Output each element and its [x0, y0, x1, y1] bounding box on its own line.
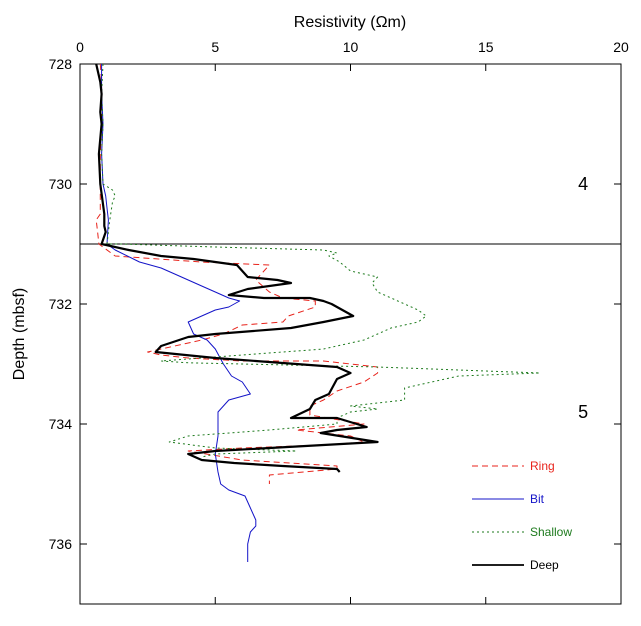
- legend-label-shallow: Shallow: [530, 525, 572, 539]
- y-tick-label: 728: [49, 56, 73, 72]
- series-lines: [95, 63, 541, 562]
- series-line-deep: [95, 63, 379, 473]
- x-axis-ticks: 0 5 10 15 20: [76, 39, 629, 604]
- unit-label: 4: [578, 174, 588, 194]
- series-line-bit: [101, 64, 257, 562]
- unit-label: 5: [578, 402, 588, 422]
- y-tick-label: 736: [49, 536, 73, 552]
- legend-label-ring: Ring: [530, 459, 555, 473]
- legend: Ring Bit Shallow Deep: [472, 459, 572, 572]
- x-tick-label: 15: [478, 39, 494, 55]
- series-line-ring: [95, 63, 379, 484]
- legend-label-bit: Bit: [530, 492, 545, 506]
- x-tick-label: 10: [343, 39, 359, 55]
- x-tick-label: 0: [76, 39, 84, 55]
- x-tick-label: 20: [613, 39, 629, 55]
- legend-label-deep: Deep: [530, 558, 559, 572]
- x-axis-label: Resistivity (Ωm): [294, 14, 406, 31]
- y-axis-label: Depth (mbsf): [11, 288, 28, 380]
- y-axis-ticks: 728 730 732 734 736: [49, 56, 621, 552]
- x-tick-label: 5: [211, 39, 219, 55]
- unit-labels: 45: [578, 174, 588, 422]
- y-tick-label: 732: [49, 296, 73, 312]
- plot-frame: [79, 63, 622, 605]
- y-tick-label: 734: [49, 416, 73, 432]
- series-line-shallow: [101, 63, 541, 458]
- y-tick-label: 730: [49, 176, 73, 192]
